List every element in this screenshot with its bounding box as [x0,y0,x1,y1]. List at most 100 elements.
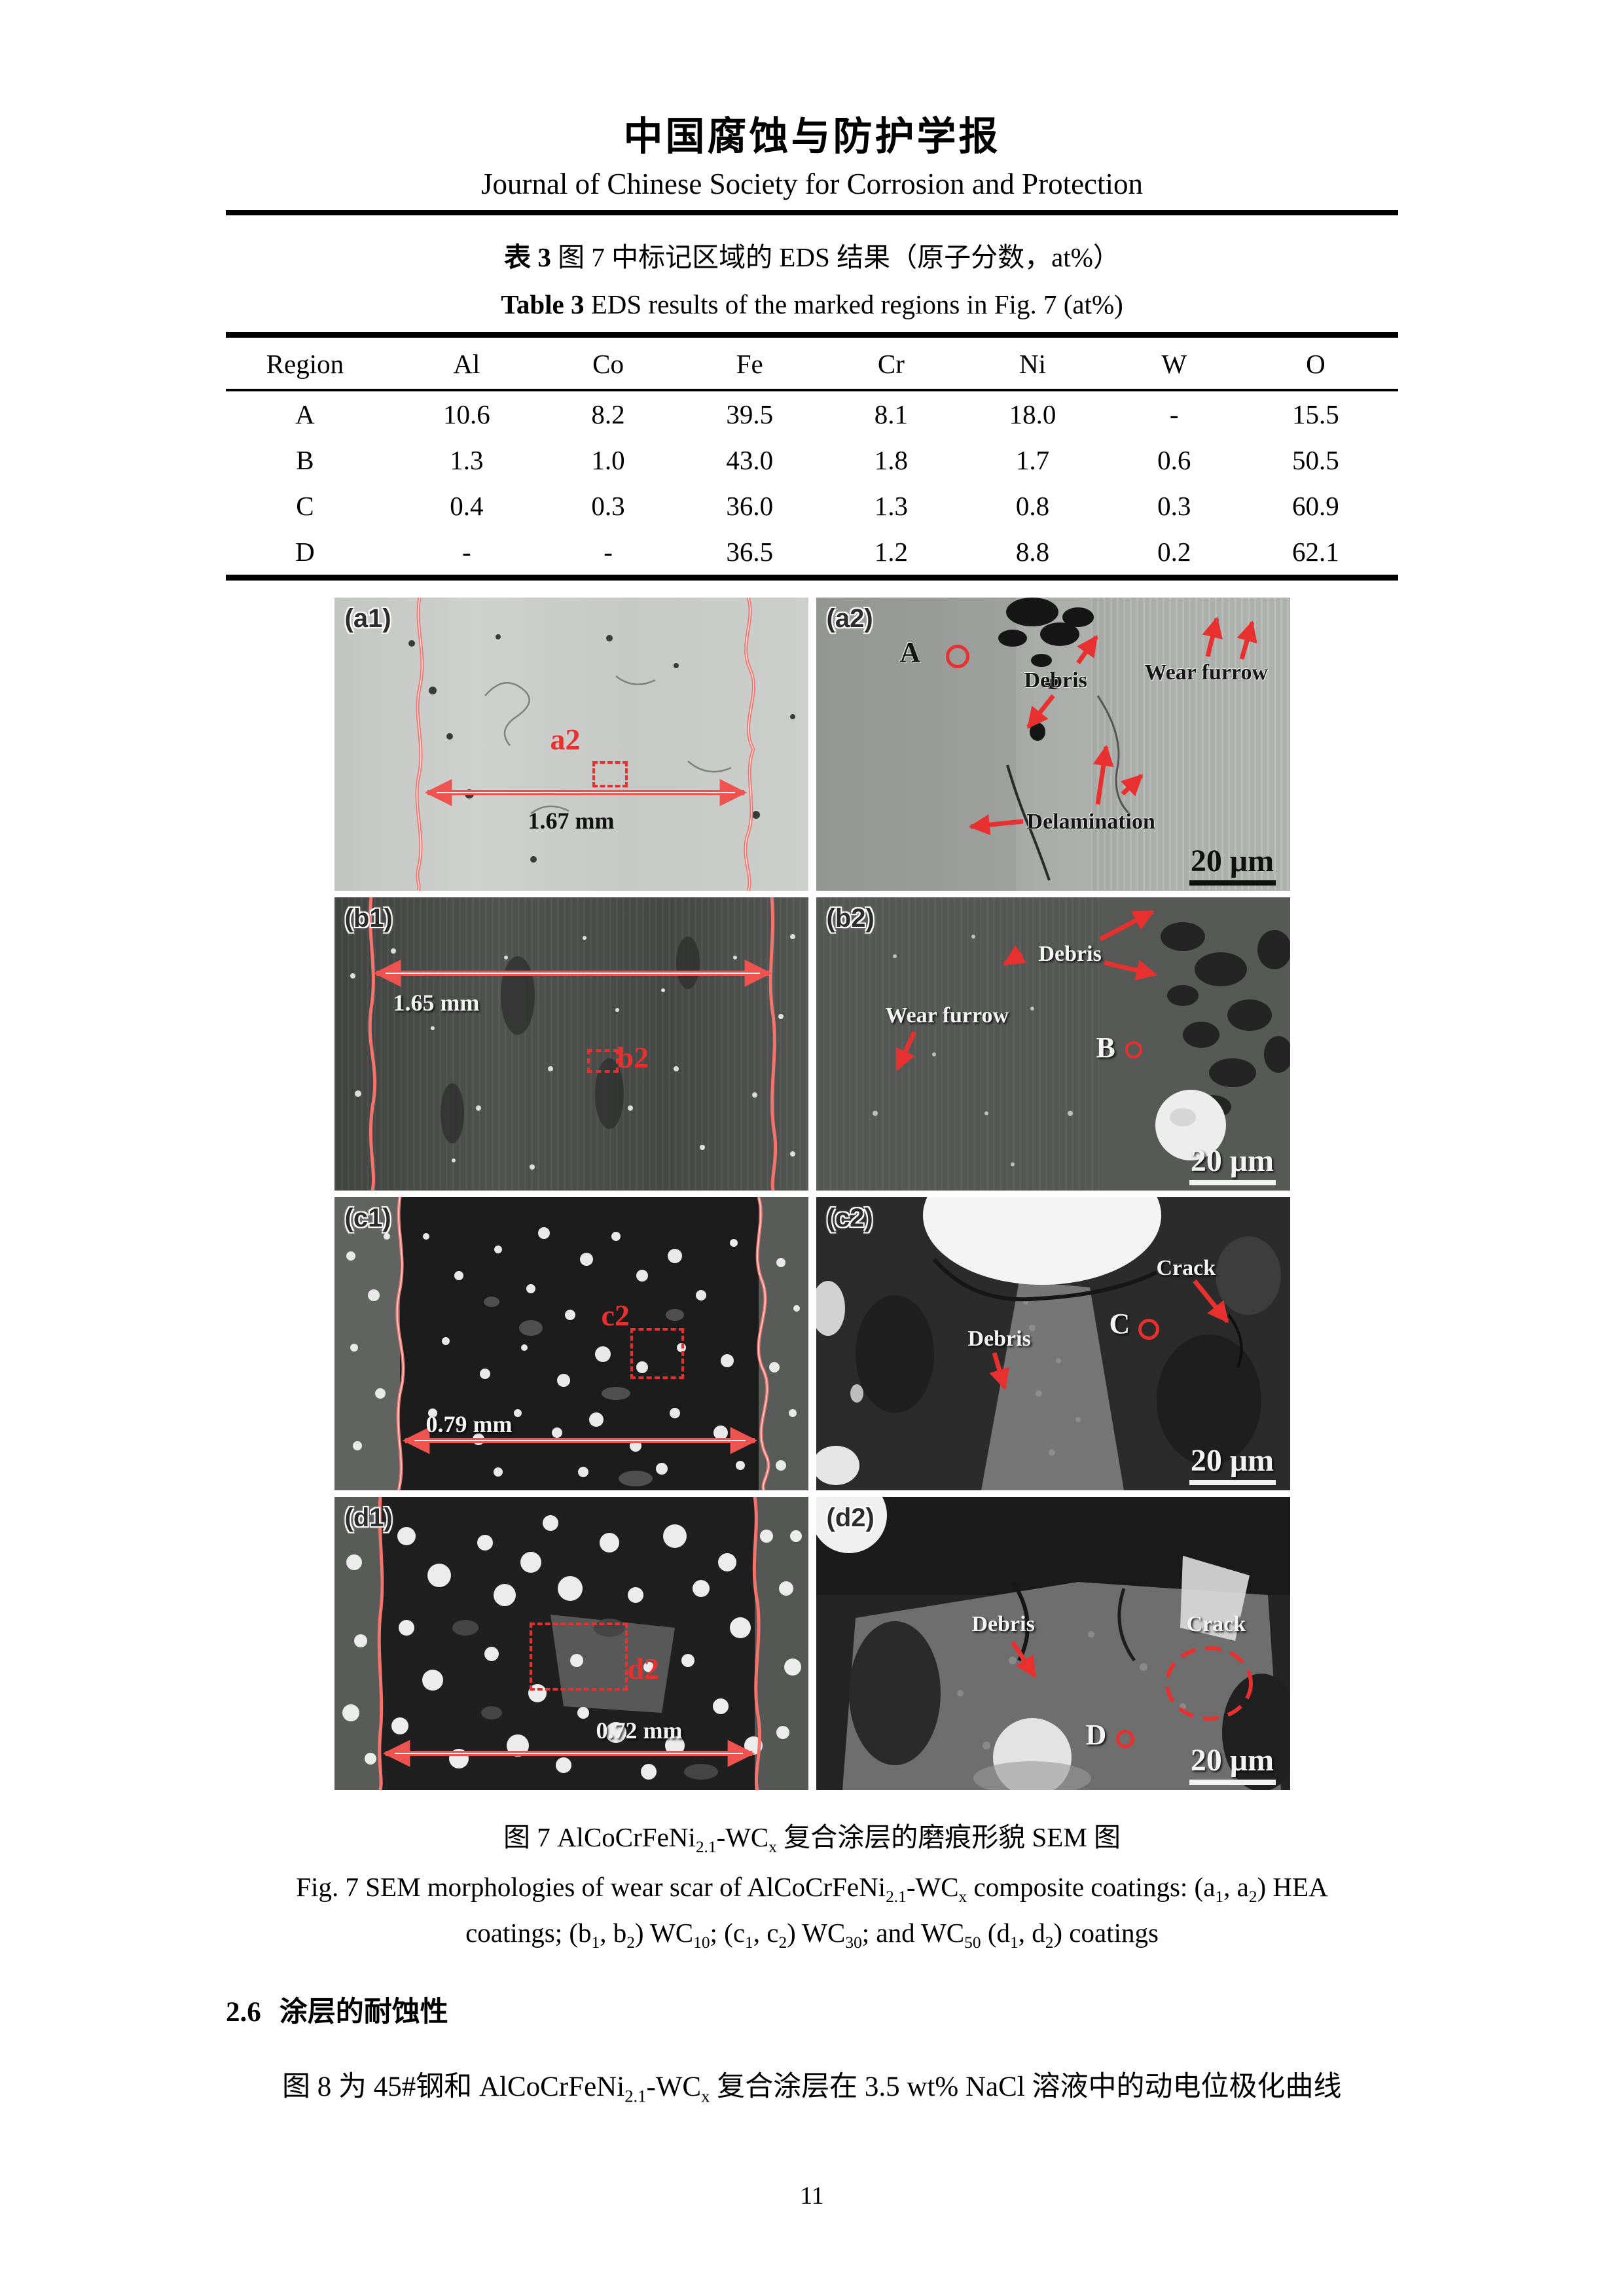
sem-decoration [816,1197,1281,1490]
cell-region: D [295,537,315,567]
table-caption-en-text: EDS results of the marked regions in Fig… [584,289,1123,319]
cell-value: 0.4 [450,491,484,521]
cell-region: A [295,399,315,429]
cell-value: 0.8 [1015,491,1050,521]
inset-ref-label: c2 [601,1299,630,1332]
eds-region-marker-circle [1115,1730,1134,1748]
inset-ref-box [630,1328,684,1379]
panel-label: (a2) [826,604,873,633]
figure-caption-en-line2: coatings; (b1, b2) WC10; (c1, c2) WC30; … [465,1918,1159,1952]
page-header: 中国腐蚀与防护学报 Journal of Chinese Society for… [226,0,1398,215]
sem-panel-c2: (c2) Crack C Debris 20 μm [816,1197,1290,1490]
eds-results-table: Region Al Co Fe Cr Ni W O A 10.6 8.2 39.… [226,332,1398,581]
column-header-fe: Fe [667,334,833,391]
figure-caption-zh: 图 7 AlCoCrFeNi2.1-WCx 复合涂层的磨痕形貌 SEM 图 [503,1822,1121,1857]
panel-label: (c2) [826,1204,873,1232]
column-header-cr: Cr [832,334,950,391]
wear-furrow-arrow [1202,616,1257,660]
table-caption-en: Table 3 EDS results of the marked region… [226,289,1398,320]
cell-value: 8.2 [591,399,625,429]
panel-label: (a1) [344,604,391,633]
debris-annotation: Debris [1038,942,1102,966]
cell-value: 39.5 [726,399,774,429]
sem-decoration [408,598,795,891]
eds-region-marker-circle [1138,1319,1159,1340]
eds-region-label-d: D [1085,1719,1107,1751]
inset-ref-box [586,1049,619,1073]
sem-panel-c1: (c1) c2 0.79 mm [334,1197,808,1490]
scale-bar-line [1189,1780,1276,1785]
table-row: C 0.4 0.3 36.0 1.3 0.8 0.3 60.9 [226,483,1398,529]
sem-panel-d1: (d1) d2 0.72 mm [334,1497,808,1790]
scale-bar-label: 20 μm [1190,1143,1274,1178]
sem-decoration [350,897,795,1191]
panel-label: (b1) [344,904,393,933]
column-header-ni: Ni [950,334,1115,391]
delamination-arrow [968,744,1143,836]
table-caption-zh: 表 3 图 7 中标记区域的 EDS 结果（原子分数，at%） [226,235,1398,274]
section-title: 涂层的耐蚀性 [279,1997,448,2028]
journal-title-en: Journal of Chinese Society for Corrosion… [480,168,1144,200]
table-row: D - - 36.5 1.2 8.8 0.2 62.1 [226,529,1398,578]
scale-bar-label: 20 μm [1190,844,1274,878]
eds-region-marker-circle [1125,1041,1142,1058]
cell-value: 1.2 [874,537,908,567]
panel-label: (b2) [826,904,875,933]
cell-value: 8.8 [1015,537,1050,567]
table-row: B 1.3 1.0 43.0 1.8 1.7 0.6 50.5 [226,437,1398,483]
column-header-al: Al [384,334,549,391]
column-header-co: Co [549,334,668,391]
debris-annotation: Debris [971,1612,1035,1636]
inset-ref-box [529,1623,628,1691]
sem-decoration [816,1497,1290,1790]
cell-value: 36.5 [726,537,774,567]
wc-particle-large [922,1197,1161,1285]
eds-region-marker-circle [945,645,969,668]
debris-arrow [988,1352,1009,1391]
sem-decoration [872,909,1290,1166]
table-header-row: Region Al Co Fe Cr Ni W O [226,334,1398,391]
scale-bar-label: 20 μm [1190,1743,1274,1778]
wear-scar-width-label: 0.72 mm [596,1717,683,1744]
delamination-annotation: Delamination [1026,810,1155,834]
scale-bar: 20 μm [1189,1443,1276,1485]
scale-bar-line [1189,1480,1276,1485]
wear-scar-boundary-left [368,897,376,1191]
cell-value: 43.0 [726,445,774,475]
wear-furrow-annotation: Wear furrow [885,1003,1009,1028]
crack-annotation: Crack [1156,1256,1216,1280]
table-caption-en-label: Table 3 [501,289,585,319]
wear-scar-width-label: 1.65 mm [393,990,480,1016]
sem-panel-a1: (a1) a2 1.67 mm [334,598,808,891]
sem-panel-d2: (d2) Debris Crack D 20 μm [816,1497,1290,1790]
wear-scar-boundary-right [768,897,777,1191]
cell-value: 1.0 [591,445,625,475]
inset-ref-label: b2 [617,1041,649,1074]
debris-annotation: Debris [1024,668,1087,692]
crack-marker-ellipse [1164,1646,1253,1721]
cell-value: 0.3 [591,491,625,521]
wear-scar-boundary-right [752,1497,761,1790]
section-heading: 2.6 涂层的耐蚀性 [226,1989,1398,2030]
cell-region: B [296,445,314,475]
cell-value: 36.0 [726,491,774,521]
cell-value: 1.3 [450,445,484,475]
column-header-w: W [1115,334,1233,391]
panel-label: (c1) [344,1204,391,1232]
cell-region: C [296,491,314,521]
figure-caption-en-line1: Fig. 7 SEM morphologies of wear scar of … [296,1872,1328,1907]
debris-arrow [1002,909,1157,981]
cell-value: 60.9 [1292,491,1339,521]
cell-value: - [1169,399,1179,429]
cell-value: 8.1 [874,399,908,429]
journal-title-zh: 中国腐蚀与防护学报 [623,115,1001,158]
cell-value: 1.7 [1015,445,1050,475]
wear-scar-width-label: 1.67 mm [528,808,615,834]
inset-ref-box [592,761,628,787]
scale-bar: 20 μm [1189,843,1276,886]
sem-decoration [816,598,1257,891]
cell-value: - [604,537,613,567]
figure-7: (a1) a2 1.67 mm [334,598,1290,1790]
scale-bar-line [1189,880,1276,886]
